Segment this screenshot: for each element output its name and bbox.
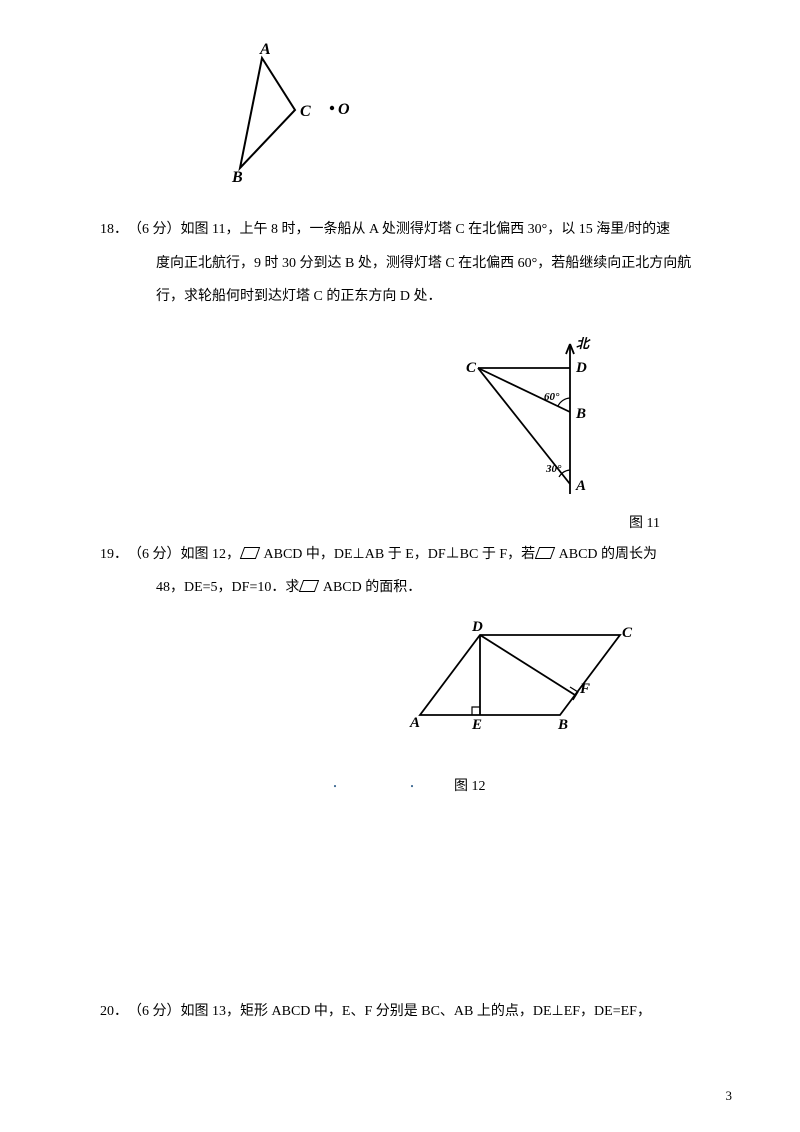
parallelogram-icon xyxy=(535,547,555,559)
q19-l1b: ABCD 中，DE⊥AB 于 E，DF⊥BC 于 F，若 xyxy=(260,547,535,562)
page: A B C O 18．（6 分）如图 11，上午 8 时，一条船从 A 处测得灯… xyxy=(0,0,800,1132)
figure-12: A E B F D C xyxy=(100,615,700,745)
q18-num: 18． xyxy=(100,213,128,247)
q18-line1: 如图 11，上午 8 时，一条船从 A 处测得灯塔 C 在北偏西 30°，以 1… xyxy=(181,222,671,237)
label-D11: D xyxy=(575,360,587,376)
label-A11: A xyxy=(575,478,586,494)
parallelogram-icon xyxy=(299,580,319,592)
q19-points: （6 分） xyxy=(128,547,181,562)
figure-12-caption: 图 12 xyxy=(454,779,486,794)
q19-l1a: 如图 12， xyxy=(181,547,241,562)
page-number: 3 xyxy=(726,1088,733,1104)
label-A: A xyxy=(259,41,271,58)
label-B: B xyxy=(231,169,243,186)
figure-17: A B C O xyxy=(200,40,700,195)
label-north: 北 xyxy=(576,336,591,351)
label-B12: B xyxy=(557,717,568,733)
label-60: 60° xyxy=(544,391,560,403)
question-20: 20．（6 分）如图 13，矩形 ABCD 中，E、F 分别是 BC、AB 上的… xyxy=(100,995,700,1029)
label-O: O xyxy=(338,101,350,118)
q19-l2b: ABCD 的面积． xyxy=(319,580,421,595)
label-A12: A xyxy=(409,715,420,731)
q18-line2: 度向正北航行，9 时 30 分到达 B 处，测得灯塔 C 在北偏西 60°，若船… xyxy=(156,256,691,271)
dot-mark: ・ xyxy=(407,782,417,793)
question-19: 19．（6 分）如图 12， ABCD 中，DE⊥AB 于 E，DF⊥BC 于 … xyxy=(100,538,700,605)
label-30: 30° xyxy=(545,463,562,475)
figure-11-caption: 图 11 xyxy=(100,512,700,532)
parallelogram-icon xyxy=(240,547,260,559)
q20-line1: 如图 13，矩形 ABCD 中，E、F 分别是 BC、AB 上的点，DE⊥EF，… xyxy=(181,1004,651,1019)
figure-11: 北 C D B A 60° 30° xyxy=(100,324,700,504)
label-C12: C xyxy=(622,625,633,641)
q19-l2a: 48，DE=5，DF=10．求 xyxy=(156,580,299,595)
figure-12-caption-row: ・ ・ 图 12 xyxy=(100,775,700,795)
q19-l1c: ABCD 的周长为 xyxy=(555,547,657,562)
q18-points: （6 分） xyxy=(128,222,181,237)
label-C11: C xyxy=(466,360,477,376)
label-C: C xyxy=(300,103,311,120)
q18-line3: 行，求轮船何时到达灯塔 C 的正东方向 D 处． xyxy=(156,289,441,304)
label-E12: E xyxy=(471,717,482,733)
question-18: 18．（6 分）如图 11，上午 8 时，一条船从 A 处测得灯塔 C 在北偏西… xyxy=(100,213,700,314)
label-F12: F xyxy=(579,681,590,697)
q20-num: 20． xyxy=(100,995,128,1029)
dot-mark: ・ xyxy=(330,782,340,793)
label-D12: D xyxy=(471,619,483,635)
q19-num: 19． xyxy=(100,538,128,572)
q20-points: （6 分） xyxy=(128,1004,181,1019)
label-B11: B xyxy=(575,406,586,422)
